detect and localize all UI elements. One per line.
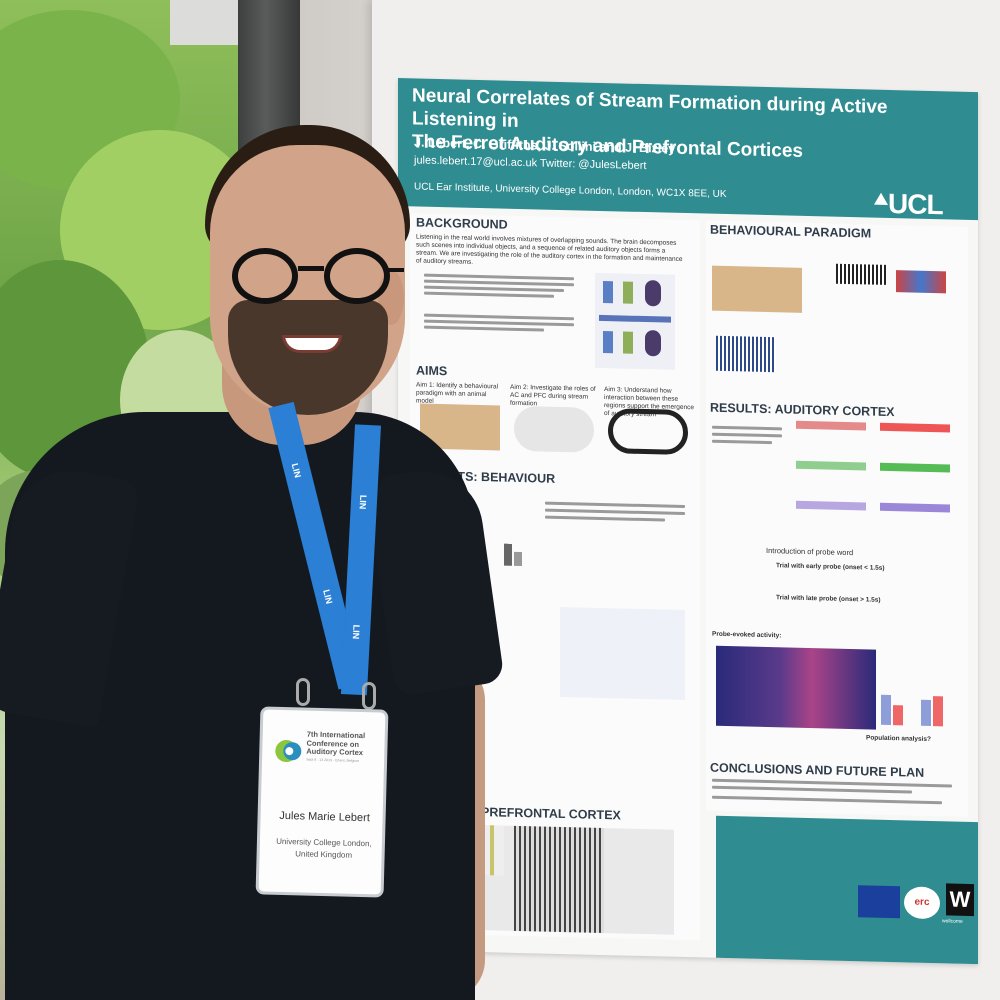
research-poster: Neural Correlates of Stream Formation du…	[398, 78, 978, 965]
smile	[282, 335, 342, 353]
lanyard-text: LIN	[289, 462, 303, 479]
poster-institution: UCL Ear Institute, University College Lo…	[414, 181, 727, 201]
wellcome-logo: W	[946, 883, 974, 917]
erc-logo: erc	[904, 886, 940, 920]
glasses-lens-right	[324, 248, 390, 304]
text-line	[545, 515, 665, 522]
section-background-title: BACKGROUND	[416, 215, 508, 232]
text-line	[545, 508, 685, 516]
poster-title: Neural Correlates of Stream Formation du…	[412, 84, 972, 167]
section-conclusions-title: CONCLUSIONS AND FUTURE PLAN	[710, 760, 925, 780]
lanyard-text: LIN	[357, 494, 369, 510]
glasses-bridge	[298, 266, 324, 271]
probe-early-label: Trial with early probe (onset < 1.5s)	[776, 562, 885, 572]
badge-attendee-name: Jules Marie Lebert	[279, 809, 370, 825]
badge-conference-dates: Sept 8 - 13 2019 - Ghent, Belgium	[306, 757, 360, 763]
ucl-triangle-icon	[874, 192, 888, 205]
wellcome-wordmark: wellcome	[942, 918, 963, 925]
lanyard-text: LIN	[321, 588, 335, 605]
text-line	[712, 795, 942, 805]
psth-grid	[796, 420, 956, 535]
section-behavioural-paradigm-title: BEHAVIOURAL PARADIGM	[710, 222, 872, 241]
text-line	[424, 285, 564, 293]
glasses	[232, 248, 404, 308]
stream-illustration	[595, 272, 675, 370]
heatmap-figure	[716, 645, 876, 730]
lanyard-clip-left	[296, 678, 310, 706]
population-bar-chart	[881, 655, 961, 727]
text-line	[424, 325, 544, 332]
text-line	[424, 291, 554, 298]
text-line	[712, 785, 912, 794]
text-line	[545, 501, 685, 509]
text-line	[712, 432, 782, 438]
poster-right-column: BEHAVIOURAL PARADIGM RESULTS: AUDITORY C…	[706, 220, 968, 817]
paradigm-setup-figure	[712, 265, 802, 313]
ucl-logo: UCL	[888, 187, 943, 221]
histogram-grid	[560, 606, 685, 701]
poster-header: Neural Correlates of Stream Formation du…	[398, 78, 978, 220]
text-line	[712, 425, 782, 431]
background-text: Listening in the real world involves mix…	[416, 233, 683, 266]
glasses-lens-left	[232, 248, 298, 304]
spectrogram	[896, 270, 946, 294]
poster-footer	[716, 815, 978, 965]
glasses-temple	[386, 268, 404, 272]
lanyard-text: LIN	[350, 624, 362, 640]
section-aims-title: AIMS	[416, 363, 448, 379]
section-results-ac-title: RESULTS: AUDITORY CORTEX	[710, 400, 895, 420]
probe-evoked-label: Probe-evoked activity:	[712, 630, 782, 640]
population-analysis-label: Population analysis?	[866, 734, 932, 744]
signal-plot	[716, 335, 776, 373]
conference-logo-icon	[275, 740, 302, 763]
conference-badge: 7th International Conference on Auditory…	[255, 706, 389, 898]
waveform	[836, 263, 886, 285]
brain-diagram	[514, 405, 594, 453]
probe-title: Introduction of probe word	[766, 545, 854, 558]
probe-late-label: Trial with late probe (onset > 1.5s)	[776, 594, 881, 604]
eu-flag-icon	[858, 885, 900, 919]
text-line	[712, 439, 772, 445]
badge-affiliation: University College London, United Kingdo…	[263, 835, 384, 862]
loop-diagram	[608, 408, 688, 456]
lanyard-clip-right	[362, 682, 376, 710]
badge-conference-name: 7th International Conference on Auditory…	[306, 729, 366, 758]
